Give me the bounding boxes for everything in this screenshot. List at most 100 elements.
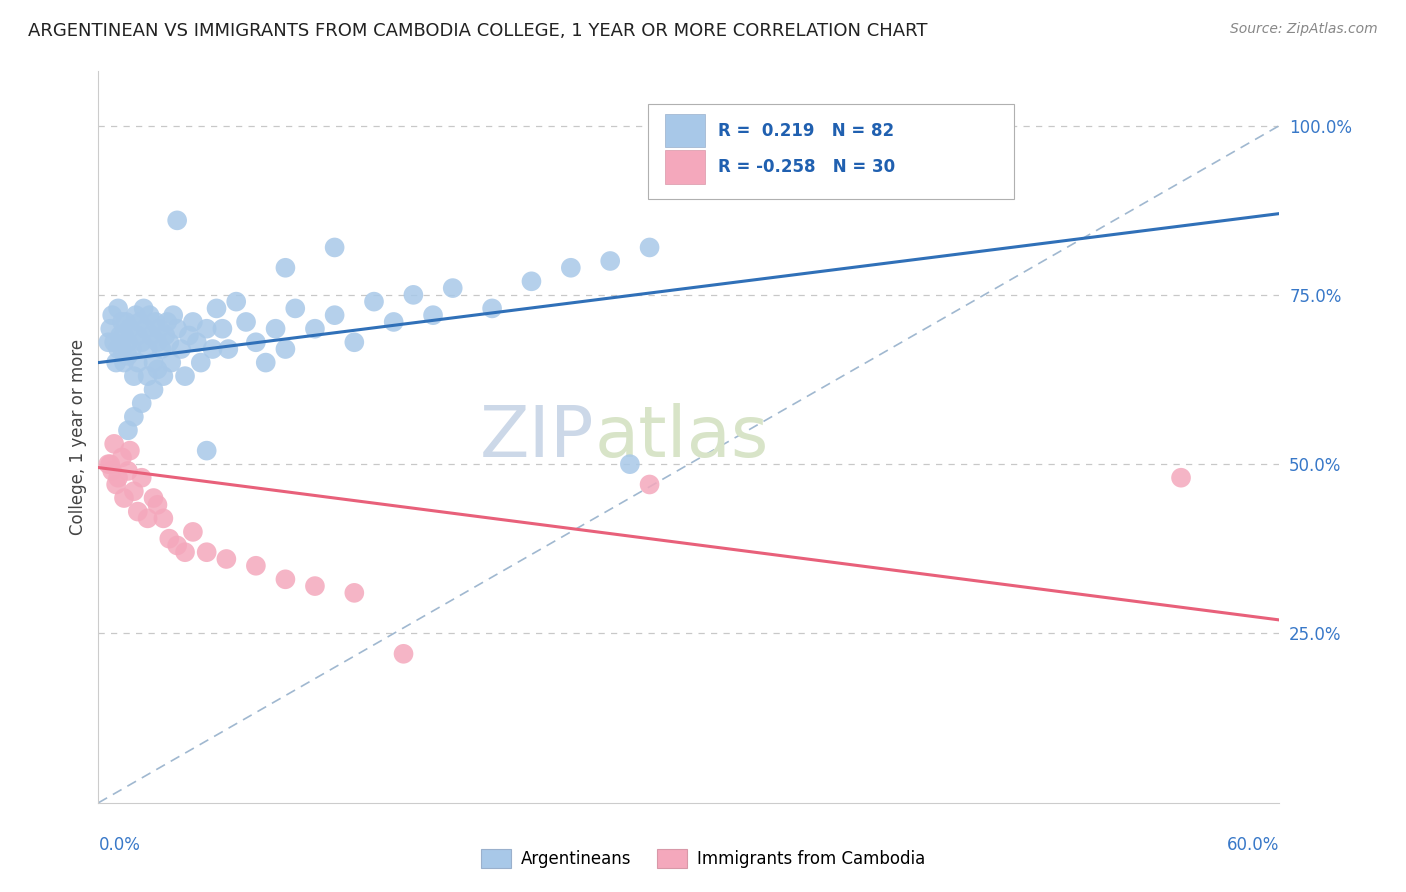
Point: [141, 328, 163, 343]
Point: [217, 342, 239, 356]
Point: [107, 471, 129, 485]
Point: [274, 342, 297, 356]
Point: [138, 308, 160, 322]
Point: [343, 335, 366, 350]
Point: [619, 457, 641, 471]
Point: [481, 301, 503, 316]
Point: [128, 315, 150, 329]
Text: R = -0.258   N = 30: R = -0.258 N = 30: [718, 158, 896, 177]
Point: [142, 491, 165, 505]
Point: [131, 335, 153, 350]
Point: [363, 294, 385, 309]
Point: [157, 532, 180, 546]
Point: [122, 409, 145, 424]
Point: [136, 342, 159, 356]
Point: [235, 315, 257, 329]
Point: [132, 301, 155, 316]
Point: [146, 335, 169, 350]
Point: [111, 315, 134, 329]
Point: [136, 511, 159, 525]
Point: [152, 369, 174, 384]
Point: [284, 301, 307, 316]
Point: [98, 457, 121, 471]
Point: [422, 308, 444, 322]
Text: atlas: atlas: [595, 402, 769, 472]
Point: [97, 457, 120, 471]
Point: [304, 579, 326, 593]
Point: [245, 558, 267, 573]
Point: [211, 322, 233, 336]
Point: [98, 322, 121, 336]
Point: [638, 477, 661, 491]
Point: [560, 260, 582, 275]
Point: [127, 328, 149, 343]
Point: [195, 545, 218, 559]
Point: [304, 322, 326, 336]
Point: [186, 335, 208, 350]
Point: [103, 335, 125, 350]
Point: [117, 464, 139, 478]
FancyBboxPatch shape: [665, 151, 706, 184]
Point: [215, 552, 238, 566]
FancyBboxPatch shape: [648, 104, 1014, 200]
Point: [122, 369, 145, 384]
Point: [103, 437, 125, 451]
Text: Source: ZipAtlas.com: Source: ZipAtlas.com: [1230, 22, 1378, 37]
Point: [148, 322, 170, 336]
Point: [122, 484, 145, 499]
Point: [190, 355, 212, 369]
Point: [112, 491, 135, 505]
Text: ARGENTINEAN VS IMMIGRANTS FROM CAMBODIA COLLEGE, 1 YEAR OR MORE CORRELATION CHAR: ARGENTINEAN VS IMMIGRANTS FROM CAMBODIA …: [28, 22, 928, 40]
Point: [131, 471, 153, 485]
Point: [254, 355, 277, 369]
Point: [181, 524, 204, 539]
Point: [145, 315, 167, 329]
Point: [343, 586, 366, 600]
Point: [174, 369, 197, 384]
Point: [101, 308, 124, 322]
Point: [101, 464, 124, 478]
Point: [225, 294, 247, 309]
Point: [152, 511, 174, 525]
Point: [117, 423, 139, 437]
Point: [599, 254, 621, 268]
Point: [97, 335, 120, 350]
Point: [157, 335, 180, 350]
Text: 0.0%: 0.0%: [98, 836, 141, 854]
Y-axis label: College, 1 year or more: College, 1 year or more: [69, 339, 87, 535]
Text: R =  0.219   N = 82: R = 0.219 N = 82: [718, 121, 894, 140]
Point: [441, 281, 464, 295]
Point: [127, 505, 149, 519]
Point: [245, 335, 267, 350]
Legend: Argentineans, Immigrants from Cambodia: Argentineans, Immigrants from Cambodia: [474, 842, 932, 875]
FancyBboxPatch shape: [665, 114, 706, 147]
Point: [177, 328, 200, 343]
Point: [323, 308, 346, 322]
Point: [323, 240, 346, 254]
Point: [135, 322, 157, 336]
Point: [520, 274, 543, 288]
Point: [146, 362, 169, 376]
Point: [150, 342, 173, 356]
Point: [105, 477, 128, 491]
Point: [118, 443, 141, 458]
Point: [108, 328, 131, 343]
Point: [142, 355, 165, 369]
Point: [195, 443, 218, 458]
Point: [136, 369, 159, 384]
Point: [195, 322, 218, 336]
Point: [125, 308, 148, 322]
Point: [107, 342, 129, 356]
Text: ZIP: ZIP: [479, 402, 595, 472]
Point: [264, 322, 287, 336]
Point: [117, 335, 139, 350]
Point: [166, 322, 188, 336]
Point: [111, 342, 134, 356]
Point: [155, 328, 177, 343]
Point: [146, 498, 169, 512]
Point: [638, 240, 661, 254]
Point: [142, 383, 165, 397]
Point: [111, 450, 134, 465]
Point: [162, 308, 184, 322]
Point: [382, 315, 405, 329]
